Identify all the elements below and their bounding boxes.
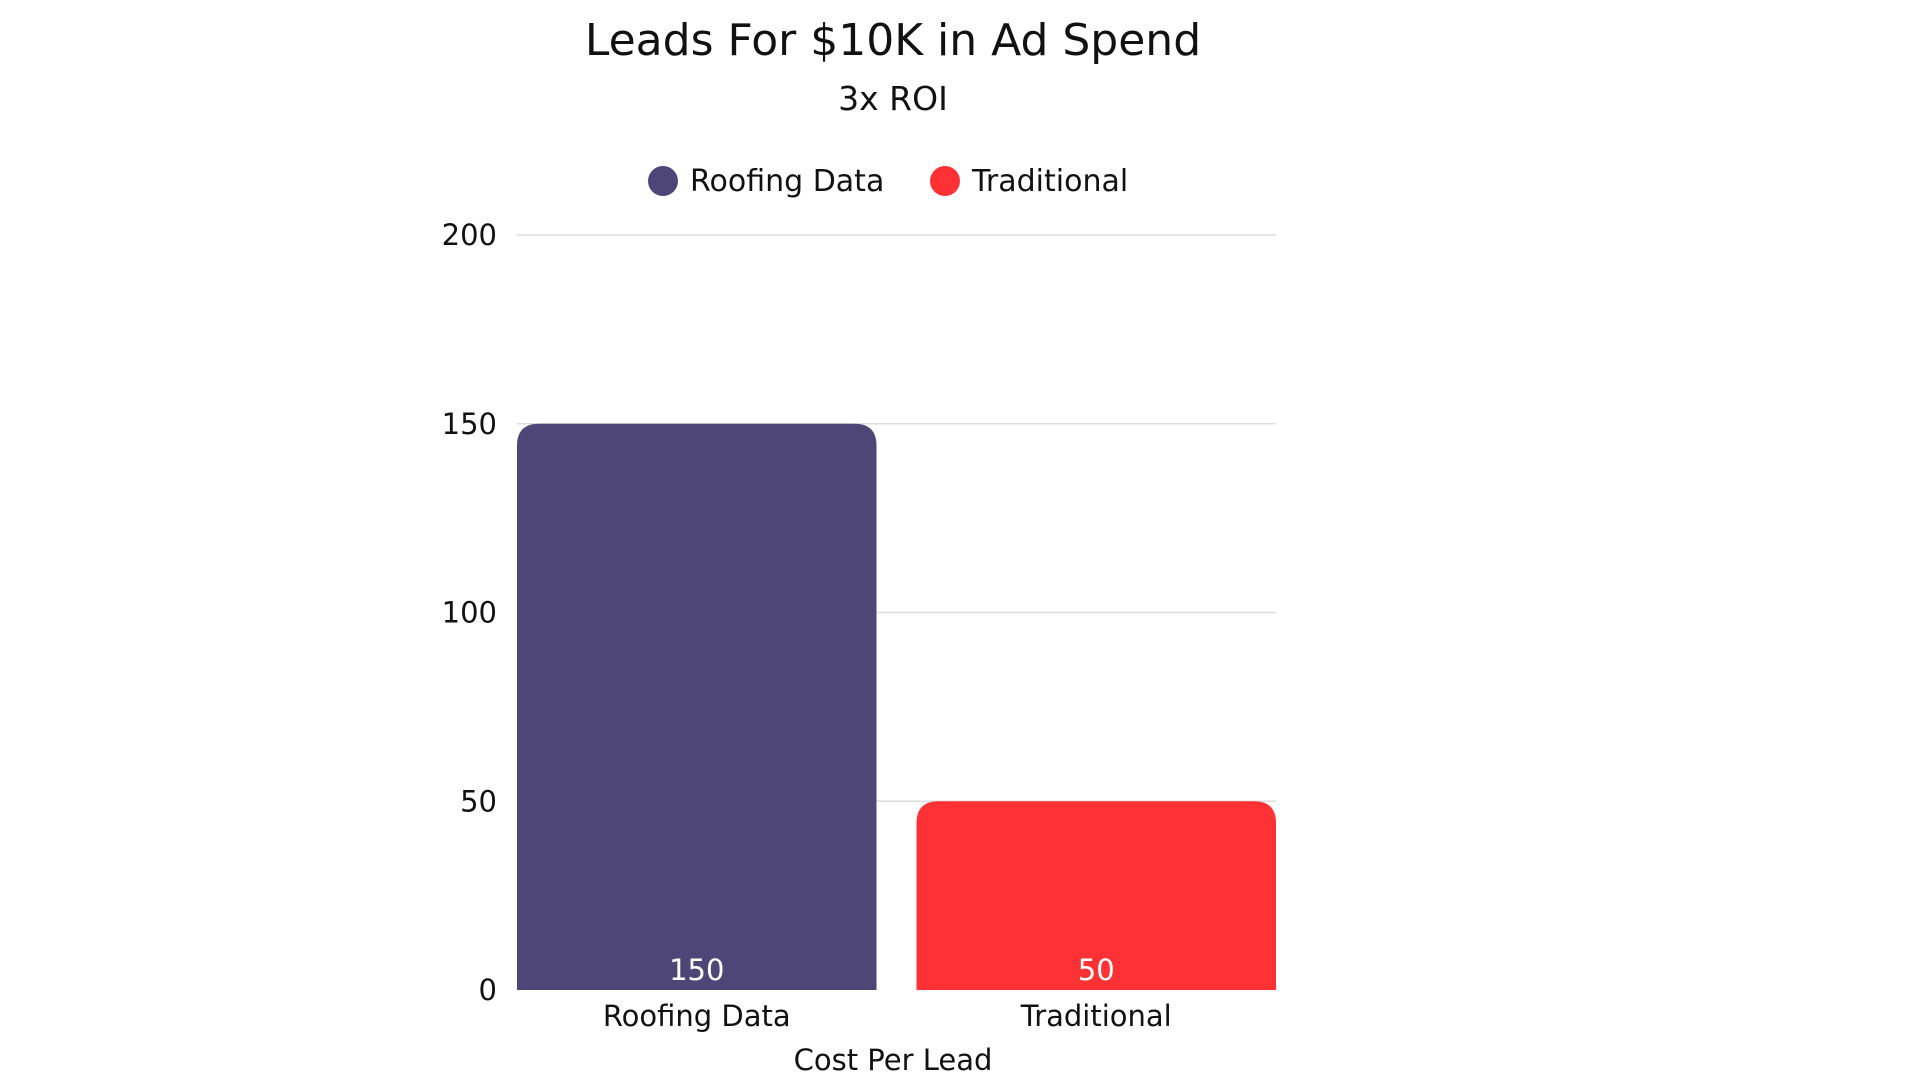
bar-value-label: 50	[1078, 953, 1115, 987]
bar-value-label: 150	[669, 953, 724, 987]
x-category-label: Roofing Data	[603, 999, 791, 1033]
x-axis-label: Cost Per Lead	[794, 1043, 993, 1077]
legend-label: Roofing Data	[690, 164, 884, 199]
y-tick-label: 150	[442, 407, 497, 441]
x-category-label: Traditional	[1020, 999, 1172, 1033]
y-tick-label: 50	[460, 784, 497, 818]
chart-title: Leads For $10K in Ad Spend	[585, 15, 1201, 66]
legend-swatch	[930, 166, 960, 196]
bar-traditional	[916, 801, 1276, 990]
legend-swatch	[648, 166, 678, 196]
legend-label: Traditional	[971, 164, 1128, 199]
y-tick-label: 0	[479, 973, 497, 1007]
chart-subtitle: 3x ROI	[838, 79, 948, 118]
bar-roofing-data	[517, 423, 877, 990]
y-axis-ticks: 0 50 100 150 200	[442, 218, 497, 1007]
bars: 150 50	[517, 423, 1276, 990]
x-axis-categories: Roofing Data Traditional	[603, 999, 1172, 1033]
y-tick-label: 200	[442, 218, 497, 252]
y-tick-label: 100	[442, 596, 497, 630]
chart-legend: Roofing Data Traditional	[648, 164, 1128, 199]
